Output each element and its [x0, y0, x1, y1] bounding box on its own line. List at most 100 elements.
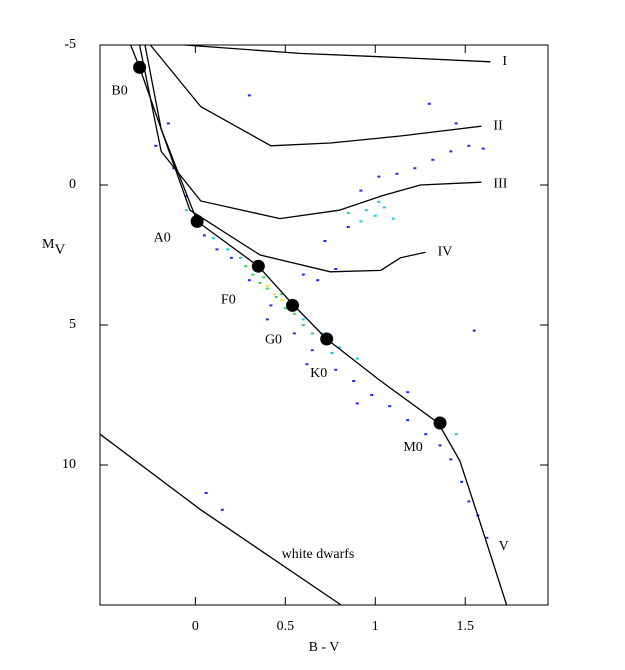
star-point [359, 189, 363, 192]
y-axis-label-main: M [42, 237, 55, 252]
x-tick-label: 0.5 [277, 619, 295, 634]
spectral-marker [190, 214, 204, 228]
star-point [395, 172, 399, 175]
x-tick-label: 1.5 [456, 619, 474, 634]
star-point [449, 458, 453, 461]
star-point [247, 94, 251, 97]
star-point [467, 144, 471, 147]
star-point [346, 212, 350, 214]
star-point [265, 284, 269, 287]
star-point [355, 402, 359, 405]
star-point [377, 200, 381, 203]
star-point [481, 147, 485, 150]
star-point [166, 122, 170, 125]
y-tick-label: -5 [64, 37, 76, 52]
star-point [352, 380, 356, 382]
spectral-marker [286, 298, 300, 312]
star-point [301, 324, 305, 326]
x-tick-label: 1 [372, 619, 379, 634]
luminosity-class-curve [144, 44, 426, 273]
spectral-label: A0 [154, 231, 171, 246]
star-point [337, 346, 341, 349]
star-point [247, 279, 251, 282]
star-point [265, 318, 269, 321]
star-point [269, 304, 273, 307]
star-point [154, 144, 158, 147]
x-tick-label: 0 [192, 619, 199, 634]
star-point [274, 296, 278, 298]
star-point [283, 307, 287, 310]
spectral-marker [251, 259, 265, 273]
y-tick-label: 0 [69, 177, 76, 192]
star-point [454, 122, 458, 125]
spectral-marker [320, 332, 334, 346]
spectral-marker [433, 416, 447, 430]
star-point [273, 293, 277, 296]
curve-label: II [493, 118, 503, 133]
star-point [370, 394, 374, 396]
spectral-label: K0 [310, 366, 327, 381]
star-point [334, 368, 338, 371]
curve-label: IV [438, 244, 453, 259]
star-point [364, 209, 368, 212]
y-tick-label: 10 [62, 457, 76, 472]
star-point [413, 167, 417, 170]
star-point [258, 282, 262, 284]
star-point [449, 150, 453, 153]
plot-frame [99, 44, 549, 606]
star-point [265, 287, 269, 290]
star-point [431, 158, 435, 161]
curve-label: V [499, 539, 509, 554]
star-point [310, 332, 314, 335]
curve-label: white dwarfs [282, 547, 355, 562]
star-point [330, 352, 334, 354]
star-point [460, 480, 464, 483]
star-point [229, 256, 233, 259]
star-point [355, 357, 359, 360]
star-point [406, 391, 410, 394]
star-point [251, 273, 255, 276]
star-point [184, 209, 188, 212]
star-point [427, 102, 431, 105]
star-point [301, 273, 305, 276]
star-point [472, 329, 476, 332]
star-point [406, 419, 410, 422]
y-axis-label-sub: V [54, 242, 65, 258]
y-axis-label: MV [42, 237, 65, 258]
star-point [184, 195, 188, 198]
star-point [359, 220, 363, 223]
star-point [391, 217, 395, 220]
spectral-marker [133, 60, 147, 74]
star-point [388, 405, 392, 408]
star-point [292, 312, 296, 315]
spectral-label: M0 [403, 440, 422, 455]
luminosity-class-curve [138, 44, 482, 220]
star-point [244, 265, 248, 268]
star-point [280, 298, 284, 301]
star-point [215, 248, 219, 251]
spectral-label: F0 [221, 292, 236, 307]
star-point [454, 433, 458, 436]
y-tick-label: 5 [69, 317, 76, 332]
star-point [204, 492, 208, 494]
luminosity-class-curve [149, 44, 482, 147]
star-point [382, 206, 386, 209]
star-point [226, 248, 230, 251]
star-point [238, 256, 242, 259]
star-point [305, 363, 309, 366]
luminosity-class-curve [184, 44, 491, 63]
star-point [316, 279, 320, 282]
star-point [438, 444, 442, 447]
spectral-label: G0 [265, 333, 282, 348]
star-point [310, 349, 314, 352]
luminosity-class-curve [129, 44, 508, 606]
star-point [323, 240, 327, 242]
star-point [202, 234, 206, 237]
star-point [301, 318, 305, 321]
star-point [467, 500, 471, 503]
star-point [346, 226, 350, 228]
star-point [485, 536, 489, 539]
luminosity-class-curve [99, 433, 342, 606]
x-axis-label: B - V [309, 640, 340, 655]
